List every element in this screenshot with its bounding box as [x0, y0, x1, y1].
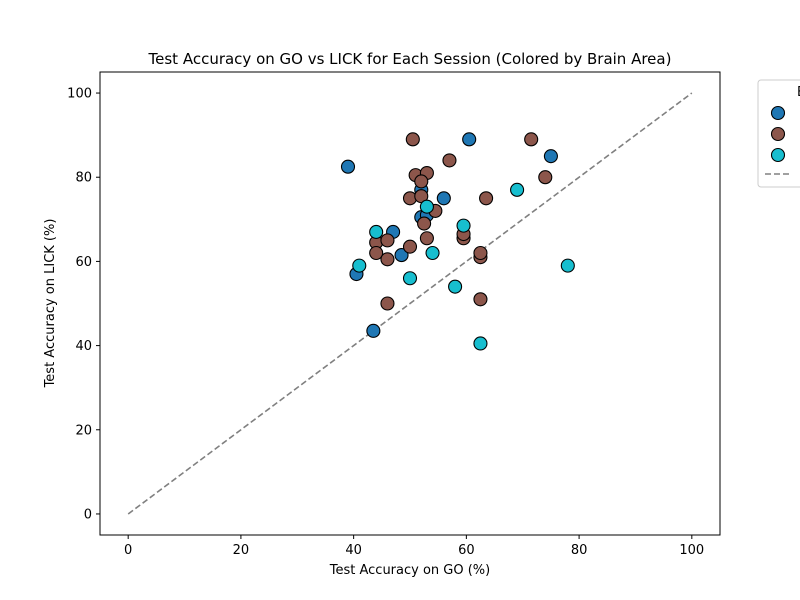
data-point: [369, 224, 384, 239]
data-point: [473, 245, 488, 261]
data-point: [425, 245, 440, 261]
x-tick-label: 100: [679, 543, 704, 558]
y-axis-label: Test Accuracy on LICK (%): [43, 219, 58, 389]
legend-marker: [770, 126, 786, 142]
data-point: [448, 279, 463, 294]
x-tick-label: 60: [458, 543, 475, 558]
data-point: [456, 218, 471, 233]
x-tick-label: 80: [571, 543, 588, 558]
legend: B: [757, 79, 800, 188]
data-point: [538, 170, 553, 185]
x-tick-label: 40: [345, 543, 362, 558]
reference-diagonal-line: [127, 92, 693, 515]
data-point: [543, 149, 558, 164]
y-tick-label: 100: [67, 87, 92, 102]
plot-frame: [99, 71, 721, 536]
data-point: [380, 296, 395, 311]
data-point: [436, 191, 451, 206]
data-point: [366, 323, 381, 338]
data-point: [380, 252, 395, 267]
data-point: [473, 336, 488, 351]
data-point: [402, 271, 418, 286]
data-point: [442, 153, 457, 168]
data-point: [419, 231, 434, 246]
x-axis-label: Test Accuracy on GO (%): [329, 563, 490, 578]
y-tick-label: 0: [84, 507, 92, 522]
data-point: [340, 159, 356, 174]
y-tick-label: 80: [75, 171, 92, 186]
legend-marker: [770, 105, 786, 121]
data-point: [462, 132, 477, 147]
data-point: [419, 199, 434, 214]
y-tick-label: 60: [75, 255, 92, 270]
x-tick-label: 20: [233, 543, 250, 558]
data-point: [524, 132, 539, 147]
legend-marker: [770, 147, 786, 163]
data-point: [352, 258, 367, 273]
y-tick-label: 40: [75, 339, 92, 354]
y-tick-label: 20: [75, 423, 92, 438]
data-point: [405, 132, 420, 147]
plot-area: 0 20 40 60 80 100 0 20 40 60 80 100: [67, 71, 721, 558]
data-point: [394, 248, 409, 263]
data-point: [380, 233, 395, 248]
data-point: [417, 216, 432, 231]
legend-title: B: [797, 85, 800, 100]
chart-title: Test Accuracy on GO vs LICK for Each Ses…: [148, 50, 672, 68]
data-point: [473, 292, 488, 307]
data-point: [510, 182, 525, 197]
data-point: [414, 174, 429, 189]
x-tick-label: 0: [124, 543, 132, 558]
data-point: [369, 245, 384, 261]
data-point: [402, 239, 418, 254]
data-point: [560, 258, 575, 273]
data-point: [479, 191, 494, 206]
